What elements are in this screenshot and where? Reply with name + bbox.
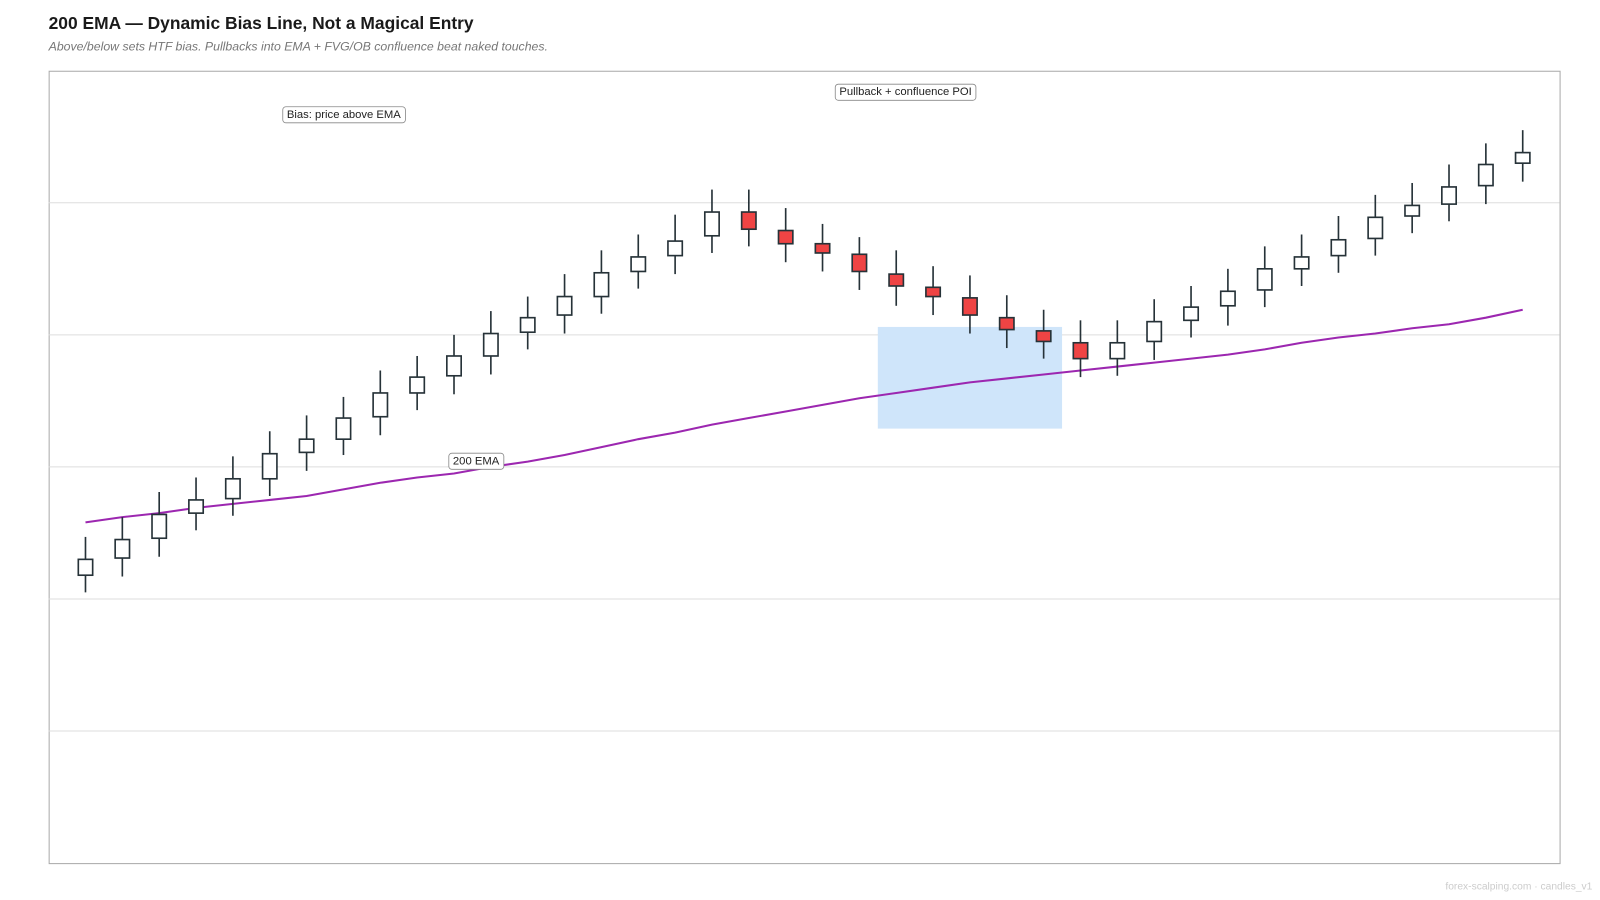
candle-body xyxy=(740,211,757,231)
candle-body xyxy=(77,558,94,577)
candle-body xyxy=(851,253,868,273)
candle-body xyxy=(1183,306,1200,322)
candle-body xyxy=(1146,320,1163,343)
candle-body xyxy=(777,229,794,245)
footer: forex-scalping.com · candles_v1 xyxy=(1445,881,1592,892)
ema-line xyxy=(85,308,1523,524)
candle-body xyxy=(519,316,536,334)
candle-body xyxy=(1035,330,1052,343)
candle-body xyxy=(1293,256,1310,270)
candle-body xyxy=(261,452,278,480)
candle-body xyxy=(372,392,389,418)
candle-body xyxy=(888,273,905,287)
candle-body xyxy=(1109,341,1126,360)
candle-body xyxy=(1441,186,1458,205)
candle-body xyxy=(446,355,463,377)
candle-body xyxy=(151,513,168,540)
annotation: Pullback + confluence POI xyxy=(839,86,971,98)
candle-body xyxy=(482,332,499,357)
legend-label-box xyxy=(448,452,505,470)
candle-body xyxy=(1256,268,1273,291)
candle-body xyxy=(188,499,205,514)
candle-body xyxy=(114,538,131,559)
candle-body xyxy=(298,438,315,454)
candle-body xyxy=(1330,238,1347,257)
annotation-box xyxy=(282,106,406,124)
annotation: Bias: price above EMA xyxy=(287,109,401,121)
candle-body xyxy=(961,297,978,316)
candle-body xyxy=(224,477,241,500)
candle-body xyxy=(814,242,831,254)
candle-body xyxy=(630,256,647,273)
candle-body xyxy=(335,417,352,441)
candle-body xyxy=(703,211,720,237)
candle-body xyxy=(1219,290,1236,307)
poi-zone xyxy=(877,326,1063,429)
candle-body xyxy=(593,271,610,298)
candle-body xyxy=(1072,341,1089,360)
candle-body xyxy=(409,376,426,394)
candle-body xyxy=(1404,204,1421,217)
candle-body xyxy=(667,240,684,257)
candle-body xyxy=(1477,163,1494,187)
candle-body xyxy=(556,295,573,316)
legend-label: 200 EMA xyxy=(453,455,500,467)
candle-body xyxy=(1514,151,1531,164)
candle-body xyxy=(925,286,942,298)
chart-title: 200 EMA — Dynamic Bias Line, Not a Magic… xyxy=(49,13,474,33)
chart-subtitle: Above/below sets HTF bias. Pullbacks int… xyxy=(48,39,548,53)
annotation-box xyxy=(834,83,977,101)
candle-body xyxy=(1367,216,1384,240)
candle-body xyxy=(998,316,1015,331)
